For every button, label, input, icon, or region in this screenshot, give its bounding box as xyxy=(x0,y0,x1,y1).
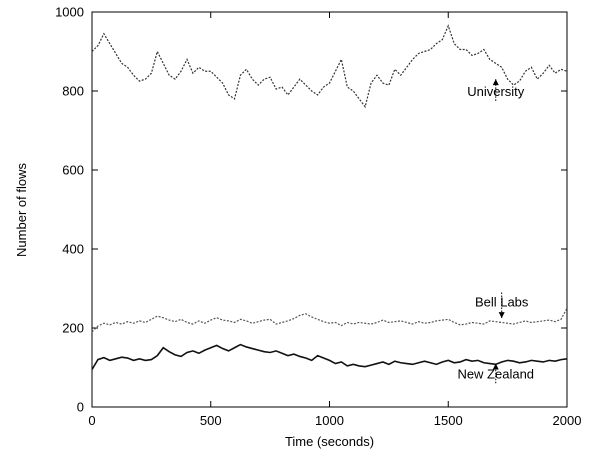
annotation-arrowhead-new-zealand xyxy=(492,363,499,370)
y-tick-label-1: 200 xyxy=(62,321,84,336)
x-axis-title: Time (seconds) xyxy=(285,434,374,449)
y-tick-label-2: 400 xyxy=(62,242,84,257)
x-tick-label-4: 2000 xyxy=(553,413,582,428)
x-tick-label-1: 500 xyxy=(200,413,222,428)
series-label-bell-labs: Bell Labs xyxy=(475,294,529,309)
series-line-new-zealand xyxy=(91,343,568,370)
series-label-new-zealand: New Zealand xyxy=(457,366,534,381)
y-tick-label-4: 800 xyxy=(62,84,84,99)
tick-labels: 0 500 1000 1500 2000 0 200 400 600 800 1000 xyxy=(55,5,581,429)
series-label-university: University xyxy=(467,84,525,99)
y-axis-title: Number of flows xyxy=(14,163,29,257)
series-line-university xyxy=(91,24,568,109)
y-tick-label-3: 600 xyxy=(62,163,84,178)
annotation-arrowhead-university xyxy=(492,79,499,86)
annotation-arrowhead-bell-labs xyxy=(498,312,505,319)
axis-ticks xyxy=(91,11,568,408)
y-tick-label-0: 0 xyxy=(77,400,84,415)
x-tick-label-3: 1500 xyxy=(434,413,463,428)
series-line-bell-labs xyxy=(91,307,568,333)
x-tick-label-0: 0 xyxy=(88,413,95,428)
y-tick-label-5: 1000 xyxy=(55,5,84,20)
series-layer xyxy=(91,24,568,370)
annotation-layer: University Bell Labs New Zealand xyxy=(457,79,534,384)
x-tick-label-2: 1000 xyxy=(315,413,344,428)
